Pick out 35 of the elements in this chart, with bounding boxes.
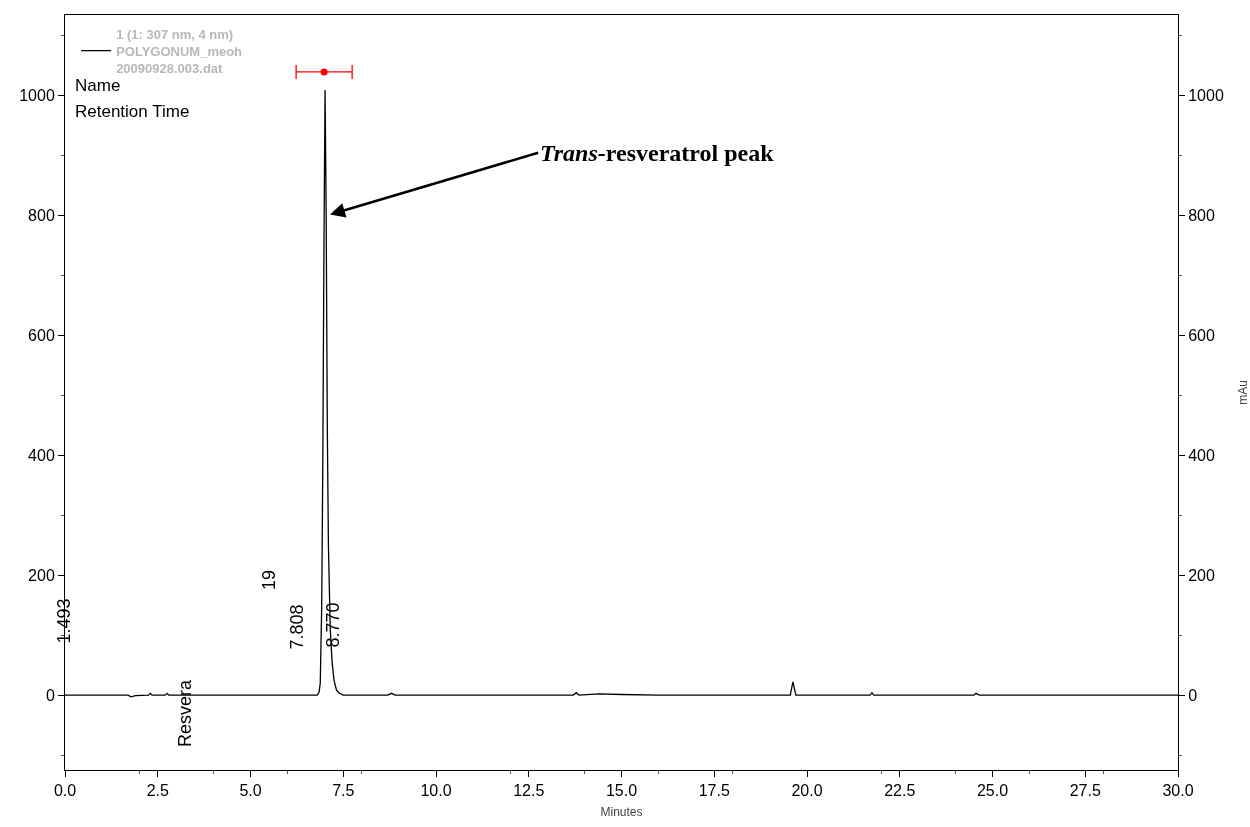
x-tick-label: 22.5 [884, 782, 916, 800]
y-tick-label: 1000 [19, 87, 55, 105]
x-tick-label: 20.0 [791, 782, 823, 800]
annotation: 8.770 [322, 602, 343, 648]
annotation: Trans-resveratrol peak [540, 140, 775, 166]
x-tick-label: 0.0 [53, 782, 77, 800]
annotation: 19 [259, 569, 279, 590]
y2-tick-label: 200 [1188, 566, 1215, 584]
y-tick-label: 800 [28, 207, 55, 225]
y-tick-label: 0 [45, 686, 55, 704]
x-tick-label: 5.0 [239, 782, 262, 800]
annotation: Name [75, 76, 121, 95]
x-tick-label: 30.0 [1162, 782, 1194, 800]
annotation: Resvera [175, 678, 195, 747]
annotation: Retention Time [75, 102, 190, 121]
x-tick-label: 27.5 [1069, 782, 1101, 800]
y-tick-label: 600 [28, 327, 55, 345]
y2-tick-label: 0 [1188, 686, 1198, 704]
y2-tick-label: 600 [1188, 327, 1215, 345]
legend-label: 1 (1: 307 nm, 4 nm) POLYGONUM_meoh 20090928.003.dat [116, 26, 243, 76]
x-tick-label: 10.0 [420, 782, 452, 800]
x-tick-label: 12.5 [513, 782, 545, 800]
annotation: 7.808 [286, 604, 307, 650]
x-tick-label: 25.0 [976, 782, 1009, 800]
x-axis-title: Minutes [600, 805, 643, 819]
x-tick-label: 17.5 [698, 782, 730, 800]
y2-tick-label: 800 [1188, 207, 1215, 225]
y2-tick-label: 1000 [1188, 87, 1224, 105]
x-tick-label: 7.5 [332, 782, 355, 800]
x-tick-label: 15.0 [605, 782, 638, 800]
y-tick-label: 200 [28, 566, 55, 584]
y-tick-label: 400 [28, 447, 55, 465]
y2-tick-label: 400 [1188, 447, 1215, 465]
x-tick-label: 2.5 [146, 782, 169, 800]
y2-axis-title: mAu [1236, 380, 1250, 405]
